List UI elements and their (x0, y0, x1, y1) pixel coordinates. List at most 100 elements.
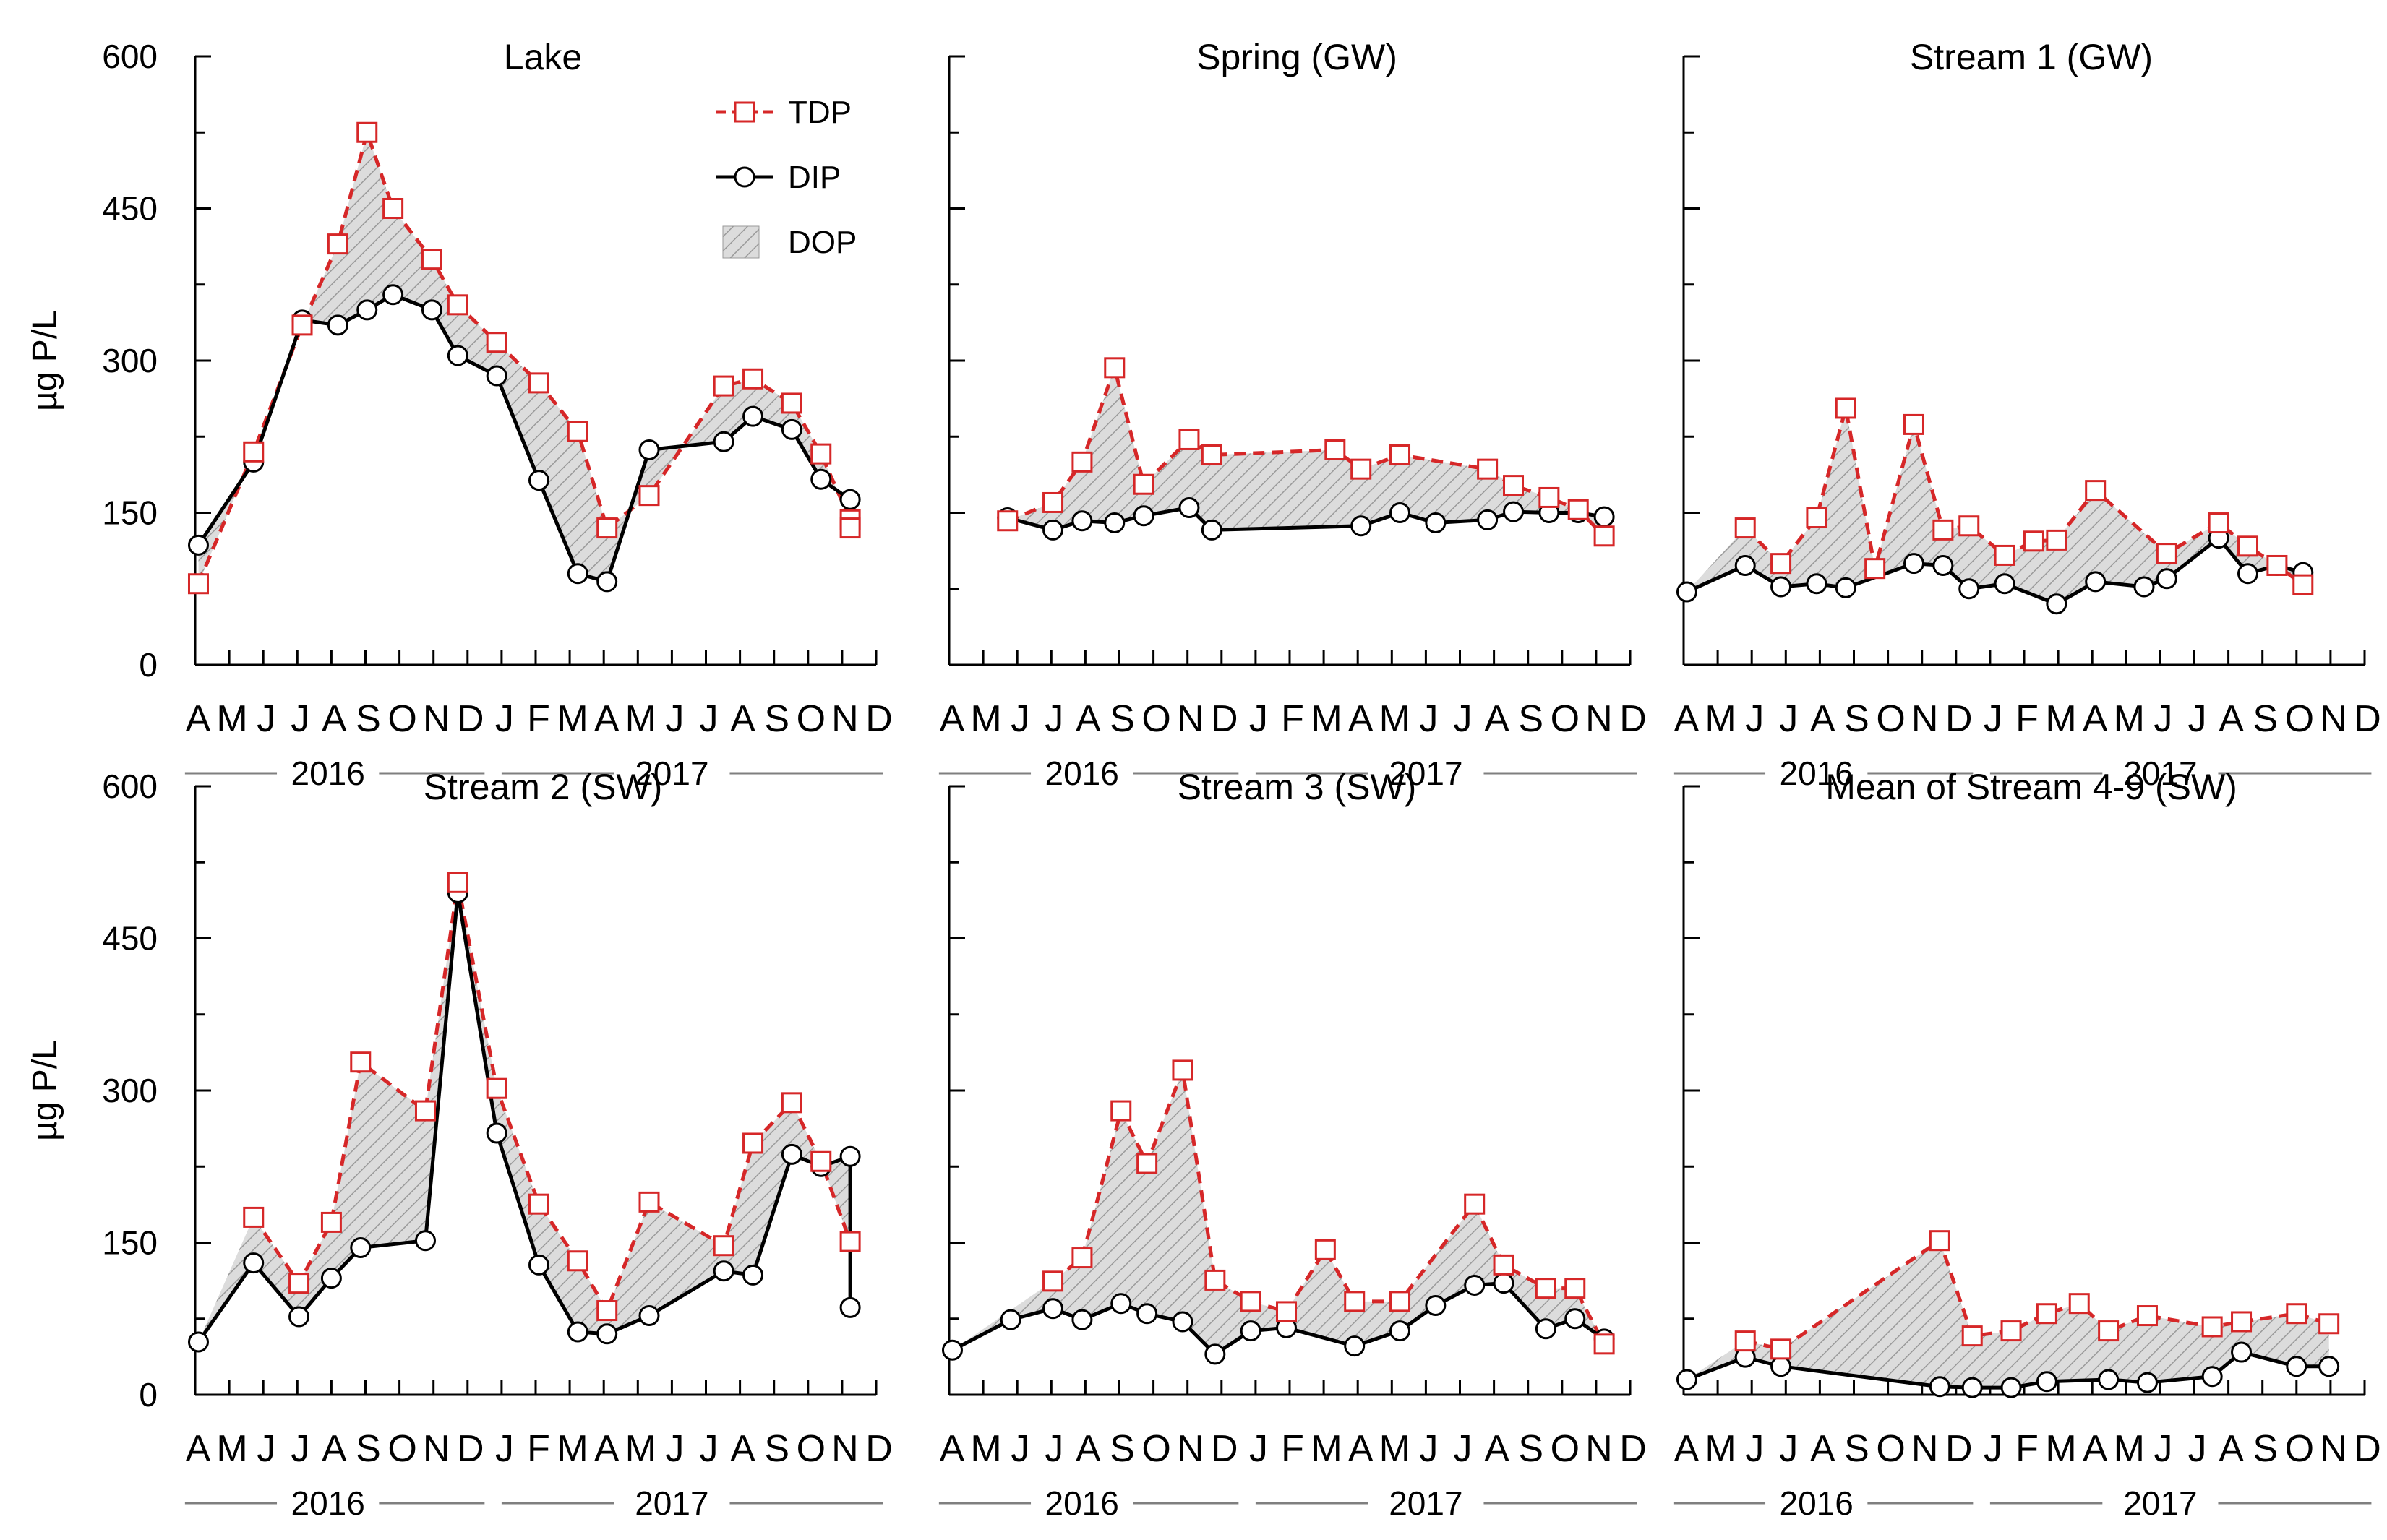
tdp-point (243, 1206, 265, 1228)
month-label: F (1281, 698, 1304, 740)
dop-area (198, 882, 851, 1342)
tdp-point (447, 294, 468, 316)
tdp-point (1178, 429, 1200, 450)
month-label: N (1585, 698, 1613, 740)
tdp-point (1389, 444, 1411, 466)
dip-point (187, 1331, 209, 1353)
tdp-point (1835, 397, 1856, 419)
month-label: J (2154, 1428, 2172, 1470)
tdp-point (567, 421, 588, 442)
tdp-point (1071, 1247, 1093, 1269)
year-label-2017: 2017 (635, 1484, 708, 1522)
dop-area (1007, 367, 1605, 536)
tdp-point (1593, 1333, 1615, 1355)
legend-label-dip: DIP (788, 160, 841, 195)
dip-point (2318, 1356, 2340, 1377)
month-label: N (831, 1428, 859, 1470)
y-tick-label: 450 (102, 920, 158, 958)
month-label: N (423, 1428, 450, 1470)
year-label-2016: 2016 (1045, 1484, 1119, 1522)
tdp-point (839, 1231, 861, 1252)
month-label: J (495, 698, 514, 740)
tdp-point (2046, 529, 2067, 551)
panel-title: Lake (504, 37, 582, 77)
tdp-point (1864, 558, 1886, 580)
month-label: F (527, 698, 550, 740)
tdp-point (2318, 1313, 2340, 1335)
legend: TDP DIP DOP (716, 95, 857, 260)
month-label: J (1454, 698, 1473, 740)
dip-point (320, 1268, 342, 1289)
month-label: F (1281, 1428, 1304, 1470)
month-label: S (1110, 698, 1135, 740)
month-label: M (557, 1428, 588, 1470)
tdp-point (2098, 1320, 2120, 1342)
month-label: J (2154, 698, 2172, 740)
month-label: J (291, 1428, 309, 1470)
dop-area (1687, 408, 2303, 604)
tdp-point (1929, 1230, 1950, 1252)
month-label: N (2320, 698, 2347, 740)
year-label-2017: 2017 (2123, 1484, 2197, 1522)
dip-point (2085, 571, 2107, 593)
month-label: O (1876, 698, 1905, 740)
dip-point (486, 1122, 507, 1144)
month-label: J (1419, 698, 1438, 740)
month-label: D (1619, 1428, 1647, 1470)
dip-point (1806, 573, 1827, 595)
month-label: J (665, 698, 684, 740)
month-label: J (1984, 1428, 2002, 1470)
tdp-point (288, 1273, 310, 1294)
dip-point (567, 563, 588, 585)
y-tick-label: 150 (102, 494, 158, 532)
dip-point (2133, 576, 2155, 598)
tdp-point (1344, 1291, 1366, 1312)
month-label: S (1110, 1428, 1135, 1470)
dip-point (713, 1260, 734, 1282)
dip-point (1676, 1369, 1697, 1390)
dip-point (839, 489, 861, 510)
month-label: D (1619, 698, 1647, 740)
dip-point (486, 365, 507, 387)
dip-point (1133, 505, 1154, 527)
tdp-point (1961, 1325, 1983, 1347)
tdp-point (1042, 491, 1064, 513)
month-label: D (865, 1428, 893, 1470)
month-label: M (1705, 698, 1736, 740)
dip-point (2000, 1377, 2022, 1398)
month-label: J (1745, 698, 1764, 740)
dip-point (596, 1323, 618, 1345)
month-label: S (356, 1428, 381, 1470)
month-label: A (322, 1428, 347, 1470)
dip-point (1425, 512, 1447, 534)
dip-point (1493, 1273, 1514, 1294)
tdp-point (1734, 517, 1756, 539)
month-label: M (1311, 698, 1342, 740)
tdp-point (1133, 473, 1154, 495)
tdp-point (1734, 1330, 1756, 1352)
dip-point (2046, 593, 2067, 615)
tdp-point (350, 1051, 372, 1073)
month-label: J (700, 698, 719, 740)
dip-point (1204, 1343, 1226, 1365)
dip-point (1350, 515, 1372, 537)
year-label-2016: 2016 (1045, 754, 1119, 792)
tdp-point (810, 443, 832, 465)
tdp-point (2231, 1311, 2253, 1333)
month-label: F (2015, 1428, 2039, 1470)
dop-area (198, 132, 851, 584)
dip-point (2156, 568, 2177, 590)
month-label: D (1211, 698, 1238, 740)
month-label: M (1379, 1428, 1410, 1470)
dip-point (1136, 1303, 1158, 1325)
tdp-line (252, 882, 852, 1315)
legend-label-tdp: TDP (788, 95, 852, 130)
dip-point (1564, 1308, 1586, 1330)
dip-point (596, 571, 618, 593)
year-label-2017: 2017 (1389, 754, 1462, 792)
tdp-point (713, 375, 734, 397)
dip-point (1425, 1295, 1447, 1317)
